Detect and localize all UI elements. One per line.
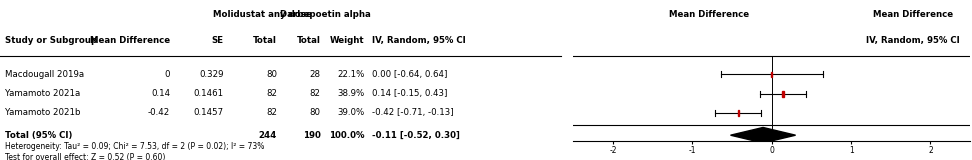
Text: Mean Difference: Mean Difference: [873, 10, 953, 19]
Text: 0: 0: [164, 70, 170, 79]
Text: IV, Random, 95% CI: IV, Random, 95% CI: [372, 36, 466, 45]
Text: 0.329: 0.329: [199, 70, 224, 79]
Text: -0.42 [-0.71, -0.13]: -0.42 [-0.71, -0.13]: [372, 108, 454, 117]
Text: 190: 190: [303, 131, 321, 140]
Text: 28: 28: [310, 70, 321, 79]
Text: Test for overall effect: Z = 0.52 (P = 0.60): Test for overall effect: Z = 0.52 (P = 0…: [5, 153, 165, 160]
Text: SE: SE: [212, 36, 224, 45]
Text: 82: 82: [266, 108, 277, 117]
Text: Heterogeneity: Tau² = 0.09; Chi² = 7.53, df = 2 (P = 0.02); I² = 73%: Heterogeneity: Tau² = 0.09; Chi² = 7.53,…: [5, 142, 264, 151]
Text: -0.11 [-0.52, 0.30]: -0.11 [-0.52, 0.30]: [372, 131, 460, 140]
Text: 39.0%: 39.0%: [337, 108, 364, 117]
Bar: [771, 72, 773, 77]
Text: Mean Difference: Mean Difference: [90, 36, 170, 45]
Text: Total (95% CI): Total (95% CI): [5, 131, 72, 140]
Text: Yamamoto 2021a: Yamamoto 2021a: [5, 89, 80, 98]
Text: 0.14 [-0.15, 0.43]: 0.14 [-0.15, 0.43]: [372, 89, 448, 98]
Text: Yamamoto 2021b: Yamamoto 2021b: [5, 108, 81, 117]
Text: 80: 80: [310, 108, 321, 117]
Bar: [782, 91, 783, 97]
Text: Darbepoetin alpha: Darbepoetin alpha: [280, 10, 371, 19]
Text: 82: 82: [266, 89, 277, 98]
Text: Mean Difference: Mean Difference: [669, 10, 748, 19]
Text: Molidustat any dose: Molidustat any dose: [213, 10, 312, 19]
Text: 82: 82: [310, 89, 321, 98]
Text: 0.00 [-0.64, 0.64]: 0.00 [-0.64, 0.64]: [372, 70, 448, 79]
Text: 0.14: 0.14: [151, 89, 170, 98]
Text: 80: 80: [266, 70, 277, 79]
Text: Total: Total: [253, 36, 277, 45]
Polygon shape: [731, 128, 795, 143]
Text: IV, Random, 95% CI: IV, Random, 95% CI: [866, 36, 959, 45]
Text: 22.1%: 22.1%: [337, 70, 364, 79]
Bar: [738, 110, 740, 116]
Text: 0.1461: 0.1461: [193, 89, 224, 98]
Text: 100.0%: 100.0%: [329, 131, 364, 140]
Text: Macdougall 2019a: Macdougall 2019a: [5, 70, 84, 79]
Text: Study or Subgroup: Study or Subgroup: [5, 36, 97, 45]
Text: 244: 244: [259, 131, 277, 140]
Text: 0.1457: 0.1457: [193, 108, 224, 117]
Text: Total: Total: [296, 36, 321, 45]
Text: -0.42: -0.42: [148, 108, 170, 117]
Text: Weight: Weight: [330, 36, 364, 45]
Text: 38.9%: 38.9%: [337, 89, 364, 98]
